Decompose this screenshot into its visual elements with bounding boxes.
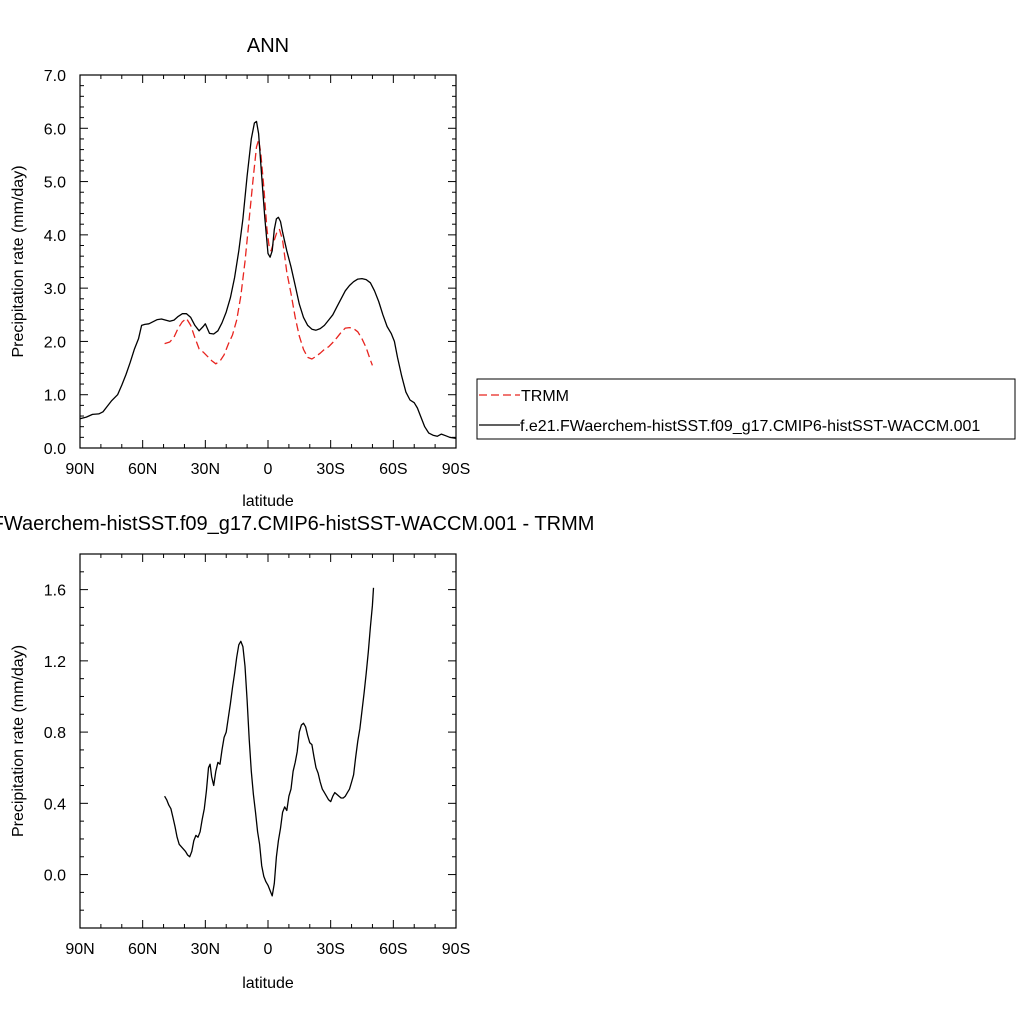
series-line-difference	[164, 587, 375, 897]
series-line-trmm	[164, 139, 374, 366]
x-tick-label: 30S	[316, 461, 344, 478]
y-tick-label: 0.0	[44, 868, 66, 885]
y-tick-label: 4.0	[44, 228, 66, 245]
top-chart-panel: ANN 0.0 1.0 2.0 3.0 4.0 5.0 6.0 7.0 90N 60N 30N 0 3…	[10, 35, 470, 510]
bottom-chart-panel: f.e21.FWaerchem-histSST.f09_g17.CMIP6-hi…	[0, 513, 594, 992]
x-tick-label: 90N	[65, 461, 94, 478]
bottom-chart-ticks	[79, 554, 457, 928]
x-tick-label: 0	[264, 941, 273, 958]
x-tick-label: 30N	[191, 941, 220, 958]
y-tick-label: 5.0	[44, 175, 66, 192]
top-y-tick-labels: 0.0 1.0 2.0 3.0 4.0 5.0 6.0 7.0	[44, 68, 66, 458]
x-tick-label: 60N	[128, 461, 157, 478]
top-y-axis-label: Precipitation rate (mm/day)	[10, 165, 27, 357]
legend-label-model: f.e21.FWaerchem-histSST.f09_g17.CMIP6-hi…	[520, 418, 980, 435]
top-x-axis-label: latitude	[242, 493, 294, 510]
bottom-x-tick-labels: 90N 60N 30N 0 30S 60S 90S	[65, 941, 470, 958]
x-tick-label: 60S	[379, 461, 407, 478]
top-chart-title: ANN	[247, 35, 289, 57]
x-tick-label: 90N	[65, 941, 94, 958]
series-line-f	[79, 120, 457, 440]
y-tick-label: 3.0	[44, 281, 66, 298]
bottom-y-axis-label: Precipitation rate (mm/day)	[10, 645, 27, 837]
x-tick-label: 90S	[442, 461, 470, 478]
y-tick-label: 0.8	[44, 725, 66, 742]
legend: TRMM f.e21.FWaerchem-histSST.f09_g17.CMI…	[476, 378, 1016, 440]
bottom-plot-frame	[79, 553, 457, 929]
top-chart-ticks	[79, 74, 457, 449]
y-tick-label: 0.0	[44, 441, 66, 458]
y-tick-label: 6.0	[44, 121, 66, 138]
y-tick-label: 0.4	[44, 796, 66, 813]
bottom-chart-title: f.e21.FWaerchem-histSST.f09_g17.CMIP6-hi…	[0, 513, 594, 535]
x-tick-label: 30N	[191, 461, 220, 478]
bottom-y-tick-labels: 0.0 0.4 0.8 1.2 1.6	[44, 583, 66, 885]
bottom-x-axis-label: latitude	[242, 975, 294, 992]
y-tick-label: 7.0	[44, 68, 66, 85]
x-tick-label: 60S	[379, 941, 407, 958]
y-tick-label: 1.6	[44, 583, 66, 600]
legend-label-trmm: TRMM	[521, 388, 569, 405]
y-tick-label: 1.0	[44, 388, 66, 405]
top-plot-frame	[79, 74, 457, 449]
x-tick-label: 0	[264, 461, 273, 478]
x-tick-label: 60N	[128, 941, 157, 958]
y-tick-label: 1.2	[44, 654, 66, 671]
x-tick-label: 90S	[442, 941, 470, 958]
y-tick-label: 2.0	[44, 334, 66, 351]
x-tick-label: 30S	[316, 941, 344, 958]
legend-box	[476, 378, 1016, 440]
top-chart-series	[79, 120, 457, 440]
top-x-tick-labels: 90N 60N 30N 0 30S 60S 90S	[65, 461, 470, 478]
bottom-chart-series	[164, 587, 375, 897]
